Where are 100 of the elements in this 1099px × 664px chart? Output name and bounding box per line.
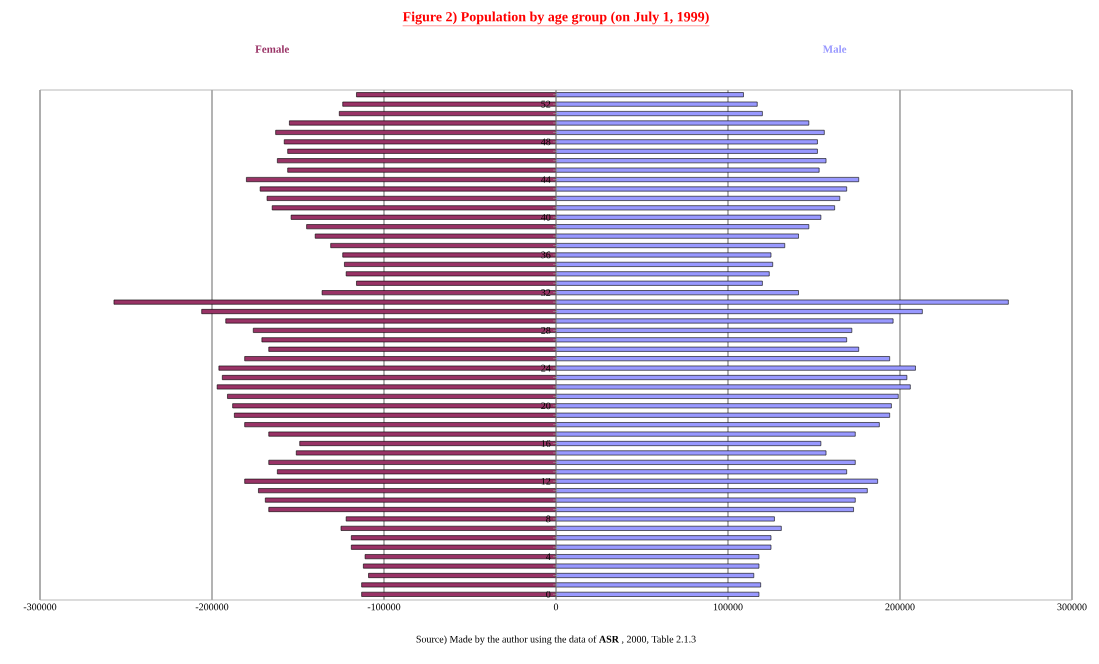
bar: [232, 403, 557, 409]
chart-title: Figure 2) Population by age group (on July 1, 1999): [402, 11, 709, 25]
bar: [555, 497, 856, 503]
bar: [361, 582, 557, 588]
bar: [555, 554, 760, 560]
bar: [555, 271, 770, 277]
bar: [364, 554, 557, 560]
bar: [268, 431, 557, 437]
bar: [227, 393, 557, 399]
bar: [277, 158, 557, 164]
bar: [287, 148, 557, 154]
bar: [555, 591, 760, 597]
bar: [275, 129, 557, 135]
bar: [361, 591, 557, 597]
bar: [555, 431, 856, 437]
bar: [555, 384, 911, 390]
bar: [268, 507, 557, 512]
bar: [555, 167, 820, 173]
y-tick-label: 28: [541, 327, 551, 334]
x-tick-label: -300000: [23, 603, 57, 611]
bar: [555, 393, 899, 399]
bar: [555, 337, 847, 343]
bar: [555, 422, 880, 428]
bar: [555, 252, 772, 258]
bar: [555, 469, 847, 475]
bar: [555, 120, 810, 126]
bar: [555, 403, 892, 409]
bar: [289, 120, 557, 126]
x-tick-label: 200000: [885, 603, 915, 611]
bar: [216, 384, 557, 390]
y-tick-label: 52: [541, 100, 551, 108]
bar: [555, 129, 825, 135]
bar: [555, 158, 827, 164]
bar: [555, 441, 822, 446]
y-tick-label: 0: [546, 590, 551, 598]
y-tick-label: 48: [540, 138, 551, 146]
bar: [246, 177, 557, 183]
bar: [222, 375, 557, 380]
bar: [113, 299, 557, 305]
bar: [340, 525, 557, 531]
bar: [342, 252, 557, 258]
bar: [218, 365, 557, 371]
text: Male: [822, 45, 847, 53]
bar: [268, 346, 557, 352]
bar: [555, 412, 890, 418]
bar: [555, 186, 847, 192]
bar: [555, 92, 744, 98]
bar: [555, 356, 890, 362]
bar: [555, 214, 822, 220]
bar: [555, 261, 774, 267]
bar: [321, 290, 557, 296]
source-note: Source) Made by the author using the data of ASR , 2000, Table 2.1.3: [416, 635, 696, 645]
bar: [201, 309, 557, 314]
bar: [555, 243, 786, 249]
bar: [306, 224, 557, 230]
bar: [259, 186, 557, 192]
bar: [555, 111, 763, 117]
bar: [555, 544, 772, 550]
bar: [555, 148, 818, 154]
bar: [555, 488, 868, 494]
bar: [244, 356, 557, 362]
bar: [555, 233, 799, 239]
y-tick-label: 32: [541, 289, 551, 297]
y-tick-label: 8: [546, 515, 551, 523]
bar: [555, 327, 853, 333]
bar: [555, 318, 894, 324]
bar: [290, 214, 557, 220]
text: Female: [255, 45, 290, 53]
bar: [344, 261, 557, 267]
bar: [234, 412, 557, 418]
bar: [555, 459, 856, 465]
bar: [277, 469, 557, 475]
bar: [555, 195, 841, 201]
bar: [244, 422, 557, 428]
bar: [555, 375, 908, 380]
bar: [555, 516, 775, 522]
bar: [266, 195, 557, 201]
bar: [356, 92, 557, 98]
bar: [555, 309, 923, 314]
bar: [261, 337, 557, 343]
y-tick-label: 24: [541, 364, 551, 372]
bar: [356, 280, 557, 286]
bar: [345, 271, 557, 277]
bar: [363, 563, 557, 569]
bar: [555, 290, 799, 296]
bar: [555, 573, 755, 578]
bar: [287, 167, 557, 173]
bar: [283, 139, 557, 145]
x-tick-label: 0: [553, 603, 559, 611]
bar: [244, 478, 557, 484]
bar: [351, 544, 557, 550]
bar: [555, 450, 827, 456]
x-tick-label: -100000: [367, 603, 401, 611]
x-tick-label: -200000: [195, 603, 229, 611]
bar: [555, 224, 810, 230]
bar: [338, 111, 557, 117]
bar: [555, 563, 760, 569]
bar: [555, 507, 854, 512]
y-tick-label: 20: [541, 402, 551, 410]
bar: [555, 535, 772, 541]
